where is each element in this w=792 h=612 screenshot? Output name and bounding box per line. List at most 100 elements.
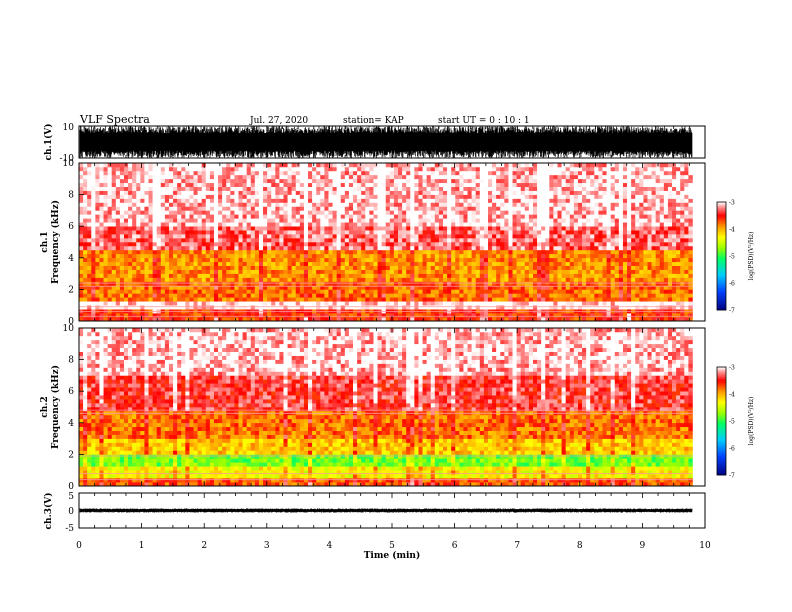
- spectrogram-cell: [197, 182, 202, 187]
- spectrogram-cell: [205, 163, 211, 168]
- spectrogram-cell: [226, 163, 231, 168]
- spectrogram-cell: [160, 218, 166, 223]
- spectrogram-cell: [197, 218, 202, 223]
- spectrogram-cell: [295, 265, 301, 270]
- spectrogram-cell: [565, 198, 571, 203]
- spectrogram-cell: [312, 293, 317, 298]
- spectrogram-cell: [541, 297, 546, 302]
- spectrogram-cell: [156, 198, 162, 203]
- spectrogram-cell: [393, 305, 399, 310]
- spectrogram-cell: [520, 163, 526, 168]
- spectrogram-cell: [91, 265, 96, 270]
- spectrogram-cell: [144, 245, 149, 251]
- spectrogram-cell: [205, 301, 211, 306]
- spectrogram-cell: [467, 253, 472, 259]
- spectrogram-cell: [414, 198, 419, 203]
- spectrogram-cell: [512, 297, 517, 302]
- spectrogram-cell: [553, 242, 558, 247]
- spectrogram-cell: [389, 186, 395, 191]
- spectrogram-cell: [459, 190, 464, 195]
- spectrogram-cell: [573, 285, 579, 290]
- spectrogram-cell: [193, 234, 198, 239]
- spectrogram-cell: [250, 301, 256, 306]
- spectrogram-cell: [87, 218, 92, 223]
- spectrogram-cell: [128, 194, 133, 199]
- spectrogram-cell: [369, 305, 374, 310]
- spectrogram-cell: [238, 285, 243, 290]
- spectrogram-cell: [164, 242, 170, 247]
- spectrogram-cell: [389, 234, 395, 239]
- spectrogram-cell: [316, 305, 321, 310]
- spectrogram-cell: [95, 230, 100, 235]
- spectrogram-cell: [402, 313, 407, 318]
- spectrogram-cell: [467, 210, 472, 215]
- spectrogram-cell: [496, 194, 501, 199]
- spectrogram-cell: [128, 261, 133, 266]
- spectrogram-cell: [508, 238, 513, 243]
- spectrogram-cell: [87, 285, 92, 290]
- spectrogram-cell: [152, 186, 158, 191]
- spectrogram-cell: [455, 174, 460, 180]
- spectrogram-cell: [156, 269, 162, 274]
- spectrogram-cell: [173, 234, 178, 239]
- spectrogram-cell: [271, 166, 276, 172]
- spectrogram-cell: [422, 281, 427, 286]
- spectrogram-cell: [328, 234, 333, 239]
- spectrogram-cell: [459, 202, 464, 207]
- spectrogram-cell: [242, 313, 247, 318]
- spectrogram-cell: [459, 261, 464, 266]
- spectrogram-cell: [524, 317, 530, 322]
- spectrogram-cell: [377, 238, 382, 243]
- spectrogram-cell: [291, 238, 297, 243]
- spectrogram-cell: [573, 166, 579, 172]
- spectrogram-cell: [238, 170, 243, 176]
- spectrogram-cell: [119, 273, 125, 278]
- spectrogram-cell: [557, 269, 562, 274]
- spectrogram-cell: [263, 206, 268, 211]
- spectrogram-cell: [222, 289, 227, 294]
- spectrogram-cell: [537, 190, 542, 195]
- spectrogram-cell: [381, 218, 387, 223]
- spectrogram-cell: [344, 293, 350, 298]
- spectrogram-cell: [287, 281, 292, 286]
- spectrogram-cell: [316, 194, 321, 199]
- spectrogram-cell: [148, 261, 153, 266]
- spectrogram-cell: [381, 182, 387, 187]
- spectrogram-cell: [263, 305, 268, 310]
- spectrogram-cell: [573, 269, 579, 274]
- spectrogram-cell: [459, 238, 464, 243]
- spectrogram-cell: [250, 257, 256, 263]
- spectrogram-cell: [246, 226, 252, 231]
- spectrogram-cell: [332, 174, 337, 180]
- spectrogram-cell: [410, 305, 415, 310]
- spectrogram-cell: [303, 285, 309, 290]
- spectrogram-cell: [144, 305, 149, 310]
- spectrogram-cell: [537, 178, 542, 184]
- spectrogram-cell: [483, 222, 489, 227]
- spectrogram-cell: [173, 178, 178, 184]
- spectrogram-cell: [312, 222, 317, 227]
- spectrogram-cell: [209, 261, 215, 266]
- spectrogram-cell: [565, 194, 571, 199]
- spectrogram-cell: [549, 198, 554, 203]
- spectrogram-cell: [250, 194, 256, 199]
- spectrogram-cell: [398, 253, 403, 259]
- spectrogram-cell: [218, 198, 223, 203]
- ch1-waveform-line: [79, 126, 693, 158]
- spectrogram-cell: [557, 293, 562, 298]
- spectrogram-cell: [569, 265, 575, 270]
- spectrogram-cell: [267, 166, 272, 172]
- spectrogram-cell: [209, 289, 215, 294]
- spectrogram-cell: [504, 313, 509, 318]
- spectrogram-cell: [389, 170, 395, 176]
- spectrogram-cell: [463, 289, 468, 294]
- spectrogram-cell: [152, 170, 158, 176]
- spectrogram-cell: [524, 210, 530, 215]
- spectrogram-cell: [197, 178, 202, 184]
- spectrogram-cell: [483, 182, 489, 187]
- spectrogram-cell: [406, 249, 411, 255]
- spectrogram-cell: [283, 273, 288, 278]
- spectrogram-cell: [144, 277, 149, 282]
- spectrogram-cell: [201, 234, 207, 239]
- spectrogram-cell: [373, 261, 378, 266]
